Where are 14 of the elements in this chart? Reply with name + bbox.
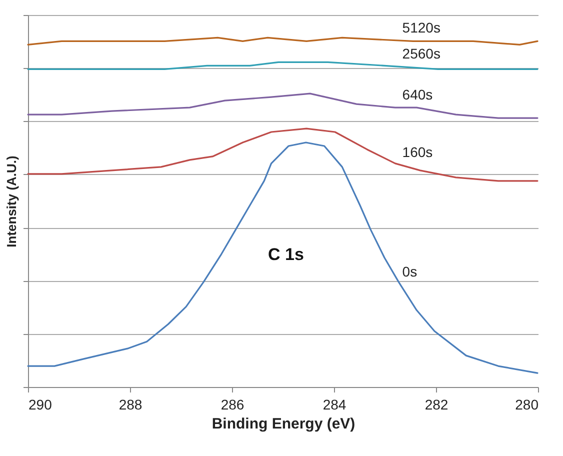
x-axis-title: Binding Energy (eV)	[212, 416, 356, 432]
x-tick-label: 282	[424, 396, 448, 412]
x-tick-label: 284	[322, 396, 346, 412]
annotation: C 1s	[268, 245, 304, 264]
x-tick-label: 280	[515, 396, 539, 412]
series-label: 0s	[402, 264, 418, 280]
series-label: 160s	[402, 144, 433, 160]
series-label: 2560s	[402, 46, 440, 62]
x-tick-label: 288	[118, 396, 142, 412]
series-label: 640s	[402, 86, 433, 103]
x-tick-label: 286	[220, 396, 244, 412]
y-axis-title: Intensity (A.U.)	[4, 156, 19, 248]
series-label: 5120s	[402, 20, 440, 36]
x-tick-label: 290	[28, 396, 52, 412]
